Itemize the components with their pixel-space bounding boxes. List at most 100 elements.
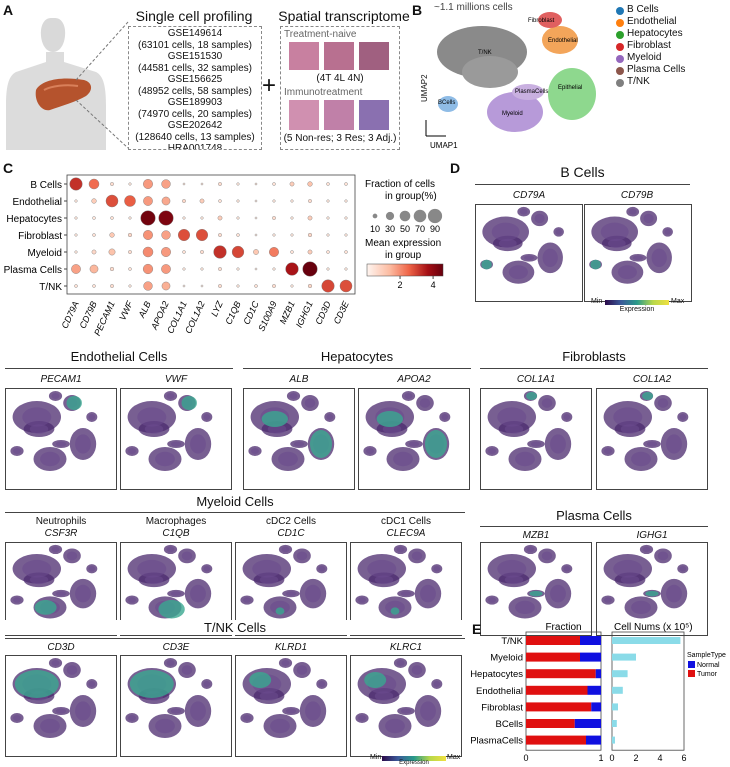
bar-category-label: T/NK <box>501 636 523 647</box>
expression-hotspot <box>590 259 601 270</box>
cluster-blob-core <box>22 407 52 427</box>
dotplot-dot <box>272 233 276 237</box>
cluster-blob-core <box>243 597 251 603</box>
bar-tumor <box>526 702 592 712</box>
fibroblasts-title: Fibroblasts <box>562 349 626 364</box>
gene-CLEC9A: CLEC9A <box>386 528 426 539</box>
dotplot-dot <box>161 247 171 257</box>
zoom-lines <box>75 21 129 149</box>
cluster-blob-core <box>515 451 535 467</box>
umap-points <box>125 391 213 471</box>
dotplot-dot <box>326 199 330 203</box>
panel-label-a: A <box>3 2 14 18</box>
dotplot-dot <box>142 246 154 258</box>
cluster-blob-core <box>166 393 175 399</box>
cluster-blob-core <box>281 660 290 666</box>
cluster-blob-core <box>617 265 637 280</box>
size-legend-tick: 50 <box>400 224 410 234</box>
dotplot-row-label: Myeloid <box>28 248 62 259</box>
nums-tick: 2 <box>633 753 638 763</box>
bar-normal <box>580 652 601 662</box>
dataset-info: (74970 cells, 20 samples) <box>138 108 252 120</box>
cluster-blob-core <box>155 718 175 734</box>
single-cell-title: Single cell profiling <box>135 8 253 24</box>
size-legend-dot <box>399 210 411 222</box>
gene-IGHG1: IGHG1 <box>636 530 668 541</box>
cluster-blob-core <box>404 393 413 399</box>
cluster-blob-core <box>293 441 305 447</box>
dotplot-dot <box>254 233 258 237</box>
bar-category-label: Myeloid <box>490 653 523 664</box>
dotplot-dot <box>253 249 259 255</box>
cluster-blob-core <box>666 434 682 454</box>
expression-hotspot <box>645 590 659 597</box>
cluster-blob-core <box>526 546 535 553</box>
nums-tick: 4 <box>657 753 662 763</box>
size-legend-tick: 10 <box>370 224 380 234</box>
dotplot-dot <box>290 233 294 237</box>
dotplot-dot <box>74 233 78 237</box>
subset-cdc2: cDC2 Cells <box>265 516 316 527</box>
dataset-id: GSE151530 <box>167 51 223 62</box>
expression-hotspot <box>261 411 288 427</box>
expression-hotspot <box>34 600 57 615</box>
cluster-blob-core <box>497 559 527 578</box>
cluster-blob-core <box>270 718 290 734</box>
gene-MZB1: MZB1 <box>522 530 550 541</box>
dataset-info: (48952 cells, 58 samples) <box>138 85 252 97</box>
umap-points <box>240 658 328 738</box>
cluster-blob-core <box>400 591 412 596</box>
subset-neutrophils: Neutrophils <box>35 516 87 527</box>
umap-points <box>485 391 573 471</box>
expression-colorbar <box>605 300 669 305</box>
dotplot-dot <box>127 232 133 238</box>
cluster-blob-core <box>613 559 643 578</box>
dotplot-dot <box>307 232 313 238</box>
cluster-blob-core <box>326 414 334 420</box>
dotplot-dot <box>254 284 258 288</box>
dotplot-gene-label: VWF <box>117 299 135 322</box>
cluster-blob-core <box>190 584 206 603</box>
dotplot-dot <box>89 264 99 274</box>
cluster-blob-core <box>642 546 651 553</box>
cluster-blob-core <box>679 566 687 572</box>
cluster-blob-core <box>411 665 423 675</box>
dotplot-dot <box>182 182 186 186</box>
dotplot-gene-label: CD3D <box>313 299 333 326</box>
cluster-blob-core <box>285 591 297 596</box>
dotplot-dot <box>254 267 258 271</box>
cluster-blob-core <box>259 691 279 701</box>
cluster-blob-core <box>631 600 651 615</box>
cluster-blob-core <box>144 424 164 434</box>
cluster-blob-core <box>170 708 182 714</box>
bar-cell-nums <box>612 637 681 644</box>
cluster-blob-core <box>491 222 520 242</box>
bar-tumor <box>526 685 588 695</box>
dotplot-dot <box>182 267 186 271</box>
size-legend-dot <box>427 208 443 224</box>
gene-ALB: ALB <box>289 374 309 385</box>
cluster-blob-core <box>270 600 290 615</box>
panel-label-d: D <box>450 160 461 176</box>
size-legend-dot <box>372 213 378 219</box>
cluster-blob-core <box>515 600 535 615</box>
cluster-blob-core <box>190 701 206 721</box>
dotplot-gene-label: ALB <box>136 300 153 321</box>
umap-points <box>10 658 98 738</box>
bar-normal <box>586 735 601 745</box>
colorbar2-min: Min <box>370 754 382 761</box>
cluster-blob-core <box>203 681 211 687</box>
cluster-blob-core <box>385 718 405 734</box>
cluster-blob-core <box>420 701 436 721</box>
dotplot-dot <box>344 233 348 237</box>
panelE-bars: Fraction Cell Nums (x 10⁵) T/NK Myeloid Hepa… <box>470 622 726 763</box>
bar-cell-nums <box>612 703 618 711</box>
dotplot-dot <box>91 249 97 255</box>
bar-tumor <box>526 669 596 679</box>
umap-points <box>363 391 451 471</box>
cluster-blob-core <box>396 546 405 553</box>
dotplot-dot <box>217 215 223 221</box>
size-legend-dot <box>413 209 427 223</box>
dotplot-gene-label: C1QB <box>223 300 242 326</box>
cluster-blob-core <box>358 715 366 721</box>
